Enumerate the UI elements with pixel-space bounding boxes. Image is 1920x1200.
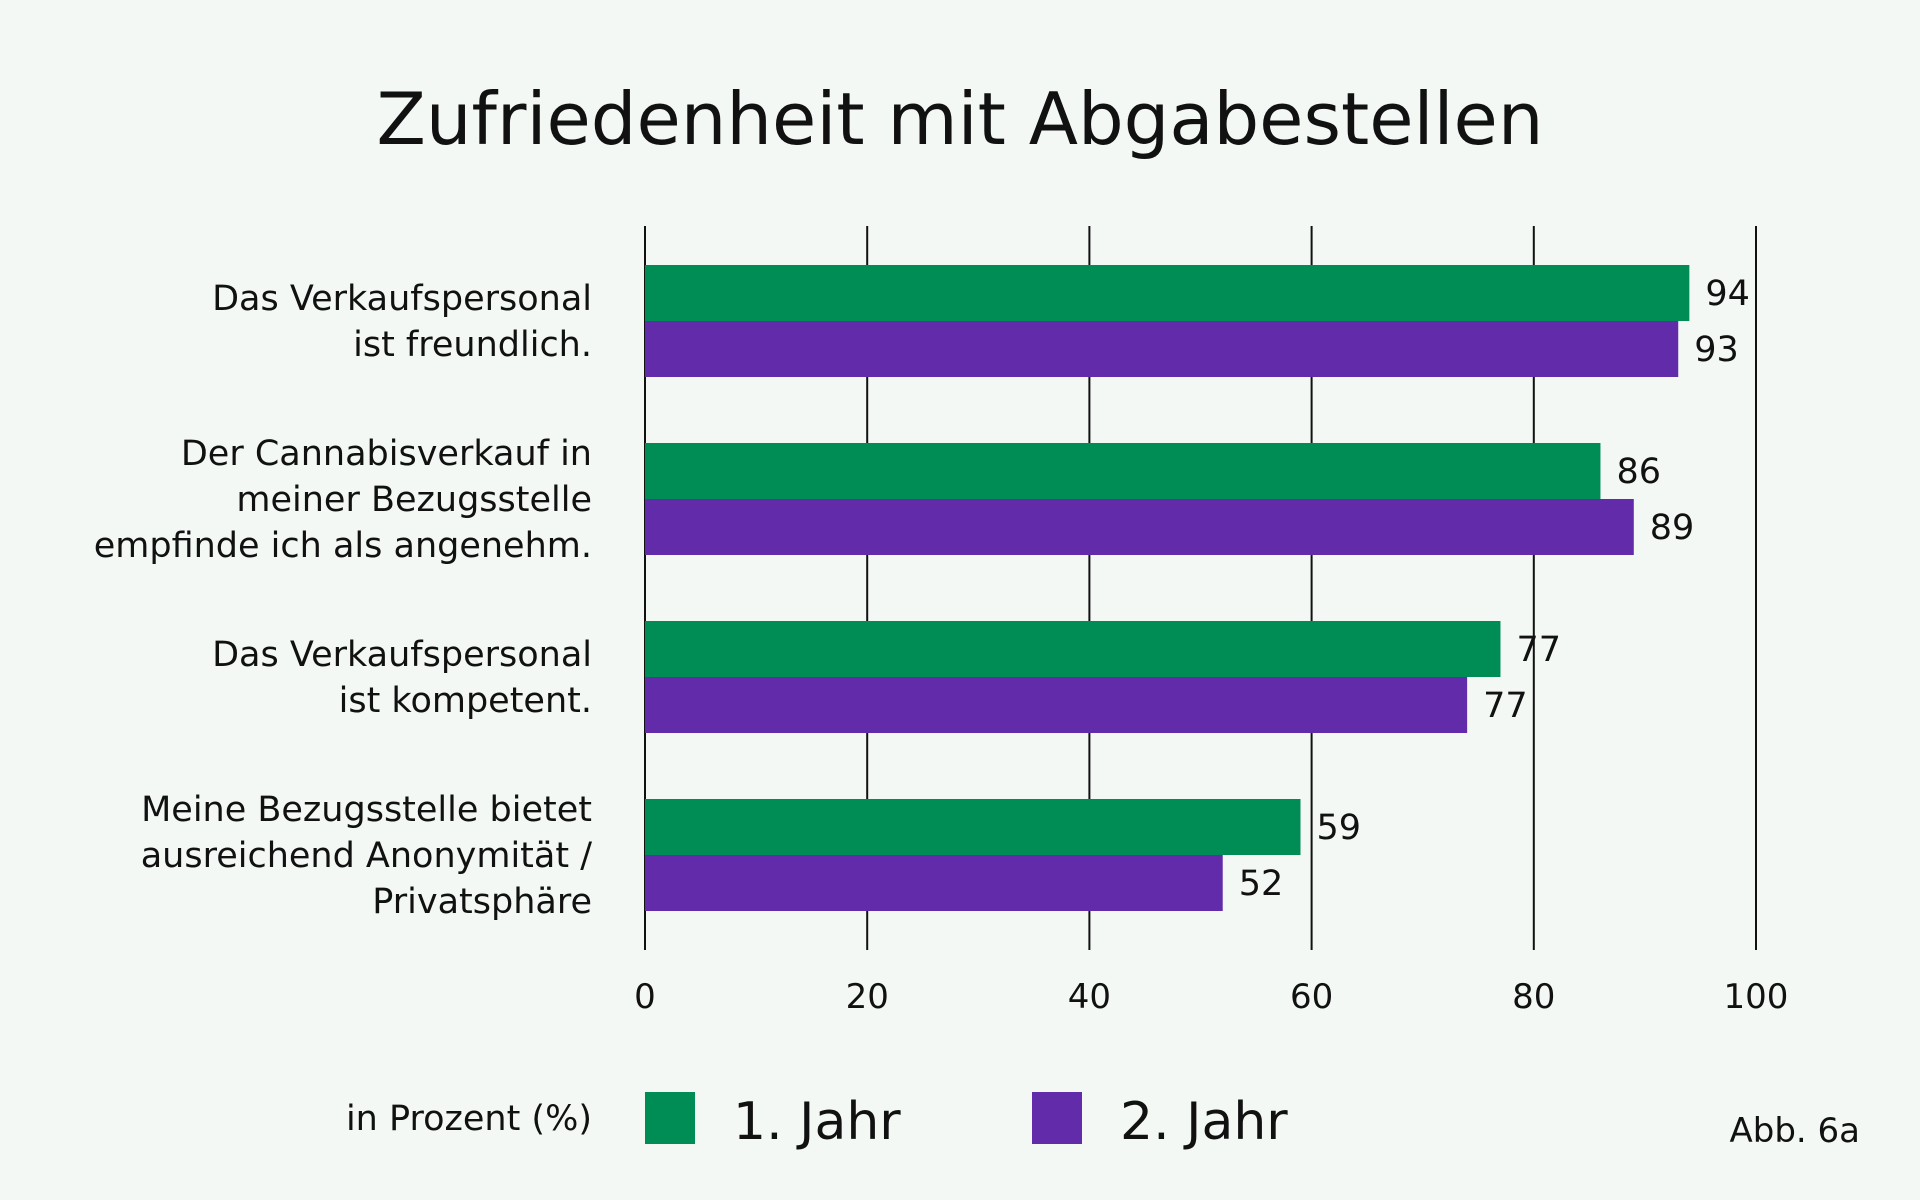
bar-1-3: [645, 621, 1501, 677]
legend-swatch: [1032, 1092, 1082, 1144]
chart-title: Zufriedenheit mit Abgabestellen: [377, 77, 1544, 161]
legend: in Prozent (%) 1. Jahr 2. Jahr: [346, 1092, 1288, 1152]
bars: [645, 265, 1690, 911]
x-tick-label: 0: [634, 977, 656, 1017]
legend-swatch: [645, 1092, 695, 1144]
value-label: 94: [1705, 274, 1750, 314]
bar-1-2: [645, 443, 1601, 499]
value-label: 59: [1316, 808, 1361, 848]
value-label: 77: [1516, 630, 1561, 670]
category-label-line: ausreichend Anonymität /: [141, 836, 592, 876]
category-label: Meine Bezugsstelle bietet ausreichend Ano…: [141, 790, 592, 922]
category-label-line: Das Verkaufspersonal: [212, 635, 592, 675]
x-tick-label: 40: [1068, 977, 1111, 1017]
bar-2-1: [645, 321, 1679, 377]
unit-label: in Prozent (%): [346, 1099, 592, 1139]
legend-label: 2. Jahr: [1120, 1092, 1288, 1152]
value-label: 77: [1483, 686, 1528, 726]
x-tick-label: 100: [1724, 977, 1789, 1017]
category-label-line: Der Cannabisverkauf in: [181, 434, 592, 474]
category-label: Das Verkaufspersonal ist kompetent.: [212, 635, 592, 721]
category-label-line: empfinde ich als angenehm.: [94, 526, 592, 566]
category-label-line: Das Verkaufspersonal: [212, 279, 592, 319]
bar-2-3: [645, 677, 1468, 733]
value-label: 93: [1694, 330, 1739, 370]
category-label-line: ist freundlich.: [353, 325, 592, 365]
value-label: 89: [1650, 508, 1695, 548]
bar-2-2: [645, 499, 1634, 555]
bar-1-4: [645, 799, 1301, 855]
bar-2-4: [645, 855, 1223, 911]
figure-label: Abb. 6a: [1729, 1111, 1860, 1151]
value-label: 86: [1616, 452, 1661, 492]
category-label-line: Meine Bezugsstelle bietet: [141, 790, 592, 830]
category-label-line: meiner Bezugsstelle: [236, 480, 592, 520]
x-tick-label: 60: [1290, 977, 1333, 1017]
category-labels: Das Verkaufspersonal ist freundlich. Der C…: [94, 279, 592, 922]
x-tick-label: 80: [1512, 977, 1555, 1017]
value-labels: 94 86 77 59 93 89 77 52: [1239, 274, 1750, 904]
value-label: 52: [1239, 864, 1284, 904]
category-label: Der Cannabisverkauf in meiner Bezugsstell…: [94, 434, 592, 566]
bar-1-1: [645, 265, 1690, 321]
legend-label: 1. Jahr: [733, 1092, 901, 1152]
category-label: Das Verkaufspersonal ist freundlich.: [212, 279, 592, 365]
category-label-line: Privatsphäre: [372, 882, 592, 922]
x-axis-ticks: 0 20 40 60 80 100: [634, 977, 1788, 1017]
x-tick-label: 20: [846, 977, 889, 1017]
category-label-line: ist kompetent.: [339, 681, 592, 721]
